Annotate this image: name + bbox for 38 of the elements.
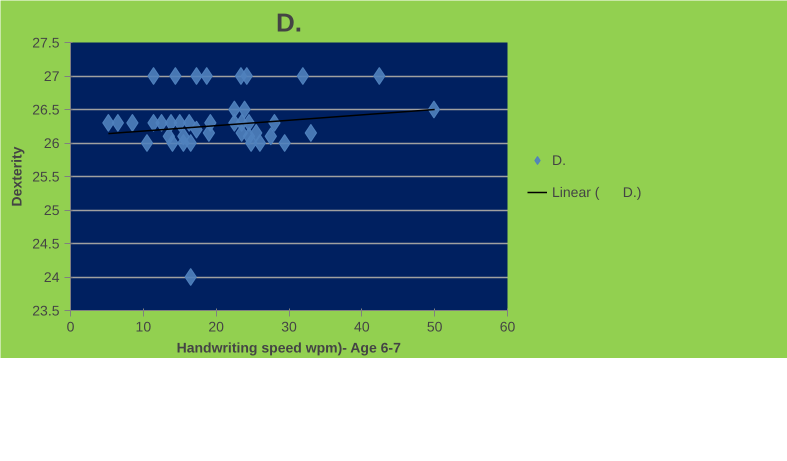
chart-title: D. (276, 8, 302, 38)
point (254, 134, 266, 152)
y-tick-label: 25.5 (32, 168, 60, 184)
point (102, 114, 115, 132)
x-tick-label: 40 (354, 318, 370, 334)
x-tick-label: 60 (500, 318, 516, 334)
y-axis-title: Dexterity (8, 146, 24, 206)
y-tick-label: 27.5 (32, 34, 60, 50)
point (112, 114, 124, 132)
legend-label: D. (552, 152, 567, 168)
point (278, 134, 291, 152)
y-tick-label: 26 (44, 135, 60, 151)
point (428, 100, 440, 118)
x-axis-title: Handwriting speed wpm)- Age 6-7 (176, 340, 402, 356)
y-tick-label: 25 (44, 202, 60, 218)
point (202, 124, 216, 142)
point (169, 67, 182, 85)
x-tick-label: 30 (281, 318, 297, 334)
point (238, 100, 251, 118)
point (147, 67, 160, 85)
x-tick-label: 20 (208, 318, 224, 334)
y-tick-label: 23.5 (32, 302, 60, 318)
x-tick-label: 50 (426, 318, 443, 334)
x-tick-label: 0 (66, 318, 75, 334)
point (296, 67, 310, 85)
legend-label: Linear ( D.) (552, 184, 642, 200)
point (244, 134, 258, 152)
y-tick-label: 27 (44, 68, 60, 84)
point (190, 67, 203, 85)
point (304, 124, 318, 142)
y-tick-label: 24 (44, 269, 60, 285)
point (166, 134, 179, 152)
y-tick-label: 26.5 (32, 102, 60, 118)
point (140, 134, 154, 152)
y-tick-label: 24.5 (32, 236, 60, 252)
x-tick-label: 10 (136, 318, 152, 334)
point (126, 114, 139, 132)
point (155, 114, 168, 132)
